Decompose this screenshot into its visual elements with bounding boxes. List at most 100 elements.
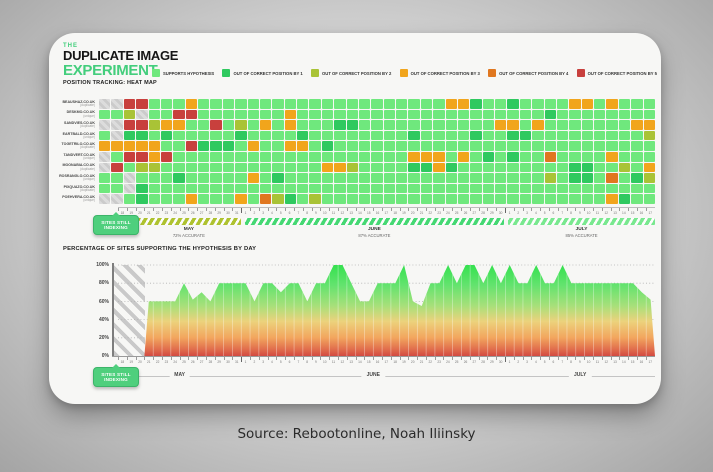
legend-label: OUT OF CORRECT POSITION BY 4 [499,70,569,76]
heatmap-cell [222,194,235,204]
day-tick-label: 16 [375,359,380,364]
day-tick-label: 4 [271,359,273,364]
day-tick-label: 3 [262,359,265,364]
heatmap-cell [457,173,470,183]
heatmap-cell [358,162,371,173]
heatmap-cell [519,162,532,173]
y-axis-tick-label: 0% [101,353,109,360]
heatmap-cell [334,183,346,194]
heatmap-cell [396,120,408,130]
heatmap-cell [346,109,358,120]
heatmap-cell [606,151,618,162]
day-tick-label: 28 [481,210,485,215]
heatmap-cell [470,141,482,151]
site-type: (duplicate) [80,166,95,171]
day-tick: 23 [161,208,171,216]
heatmap-cell [235,151,247,162]
heatmap-cell [420,183,433,194]
heatmap-cell [507,162,519,173]
heatmap-cell [569,151,581,162]
heatmap-cell [544,173,556,183]
badge-line: SITES STILL [101,372,131,377]
heatmap-cell [321,151,334,162]
site-type: (unique) [83,155,95,160]
day-tick: 28 [205,208,215,216]
day-tick-label: 7 [561,359,564,364]
heatmap-cell [457,183,470,194]
day-tick: 3 [258,357,268,365]
heatmap-cell [396,151,408,162]
day-tick: 25 [452,208,461,216]
heatmap-cell [123,194,136,204]
heatmap-cell [297,99,309,109]
day-tick: 17 [381,208,391,216]
heatmap-cell [408,120,420,130]
heatmap-cell [99,151,111,162]
heatmap-cell [581,120,593,130]
heatmap-cell [173,194,185,204]
heatmap-cell [569,99,581,109]
heatmap-cell [173,120,185,130]
day-tick-label: 15 [366,210,371,215]
day-tick-label: 9 [315,210,317,215]
month-label: JULY [569,372,592,378]
day-tick-label: 24 [173,359,177,364]
heatmap-cell [544,109,556,120]
heatmap-cell [445,109,457,120]
day-tick: 25 [452,357,461,365]
heatmap-cell [470,130,482,141]
heatmap-cell [173,173,185,183]
day-tick-label: 9 [578,359,581,364]
heatmap-cell [544,130,556,141]
day-tick-label: 2 [517,359,520,364]
heatmap-cell [420,194,433,204]
heatmap-cell [185,183,197,194]
heatmap-cell [222,183,235,194]
site-name: BEAUSHAZ.CO.UK [62,99,95,104]
heatmap-cell [136,109,148,120]
heatmap-cell [358,141,371,151]
x-axis-line [112,356,655,357]
heatmap-cell [495,183,507,194]
heatmap-cell [222,141,235,151]
heatmap-cell [111,130,123,141]
y-axis-tick-label: 20% [98,335,109,341]
legend-label: SUPPORTS HYPOTHESIS [163,70,215,76]
day-tick-label: 10 [586,359,591,364]
heatmap-cell [532,99,544,109]
heatmap-cell [247,130,259,141]
heatmap-cell [371,173,383,183]
heatmap-cell [606,194,618,204]
heatmap-cell [495,109,507,120]
heatmap-cell [259,194,272,204]
heatmap-cell [457,151,470,162]
heatmap-cell [272,120,284,130]
heatmap-cell [532,120,544,130]
day-tick: 10 [320,208,329,216]
day-tick-label: 23 [437,210,441,215]
heatmap-cell [111,120,123,130]
heatmap-cell [111,109,123,120]
heatmap-cell [495,173,507,183]
heatmap-cell [185,141,197,151]
day-tick: 6 [549,357,558,365]
heatmap-cell [396,162,408,173]
heatmap-cell [581,173,593,183]
heatmap-cell [123,173,136,183]
heatmap-cell [148,109,160,120]
heatmap-cell [173,99,185,109]
heatmap-cell [532,183,544,194]
heatmap-cell [235,99,247,109]
site-type: (unique) [83,198,95,203]
heatmap-cell [631,194,643,204]
accuracy-segment: JULY 85% ACCURATE [508,218,656,238]
heatmap-cell [643,162,655,173]
heatmap-cell [358,173,371,183]
heatmap-cell [198,151,210,162]
heatmap-cell [556,99,569,109]
day-tick-label: 20 [410,359,415,364]
heatmap-cell [482,99,494,109]
heatmap-cell [569,194,581,204]
title-the: THE [63,43,78,49]
heatmap-cell [210,120,222,130]
